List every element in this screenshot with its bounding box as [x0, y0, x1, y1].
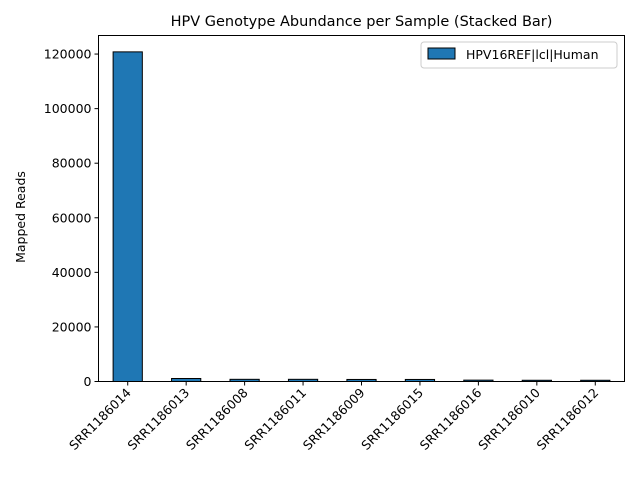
x-ticks: SRR1186014SRR1186013SRR1186008SRR1186011… [66, 381, 602, 453]
chart-title: HPV Genotype Abundance per Sample (Stack… [171, 14, 553, 30]
bars [112, 51, 611, 383]
y-ticks: 0 20000 40000 60000 80000 100000 120000 [44, 47, 99, 389]
y-tick-label: 0 [84, 374, 92, 389]
bar-SRR1186014 [112, 51, 143, 382]
y-tick-label: 80000 [52, 156, 92, 171]
y-axis-label: Mapped Reads [13, 171, 28, 263]
y-tick-label: 120000 [44, 47, 92, 62]
legend-swatch [427, 47, 456, 60]
legend: HPV16REF|lcl|Human [420, 41, 618, 69]
legend-box [420, 41, 618, 69]
y-tick-label: 60000 [52, 210, 92, 225]
legend-label: HPV16REF|lcl|Human [466, 47, 599, 62]
y-tick-label: 20000 [52, 319, 92, 334]
x-tick-label: SRR1186012 [534, 385, 602, 453]
y-tick-label: 100000 [44, 101, 92, 116]
plot-frame [98, 35, 625, 382]
y-tick-label: 40000 [52, 265, 92, 280]
